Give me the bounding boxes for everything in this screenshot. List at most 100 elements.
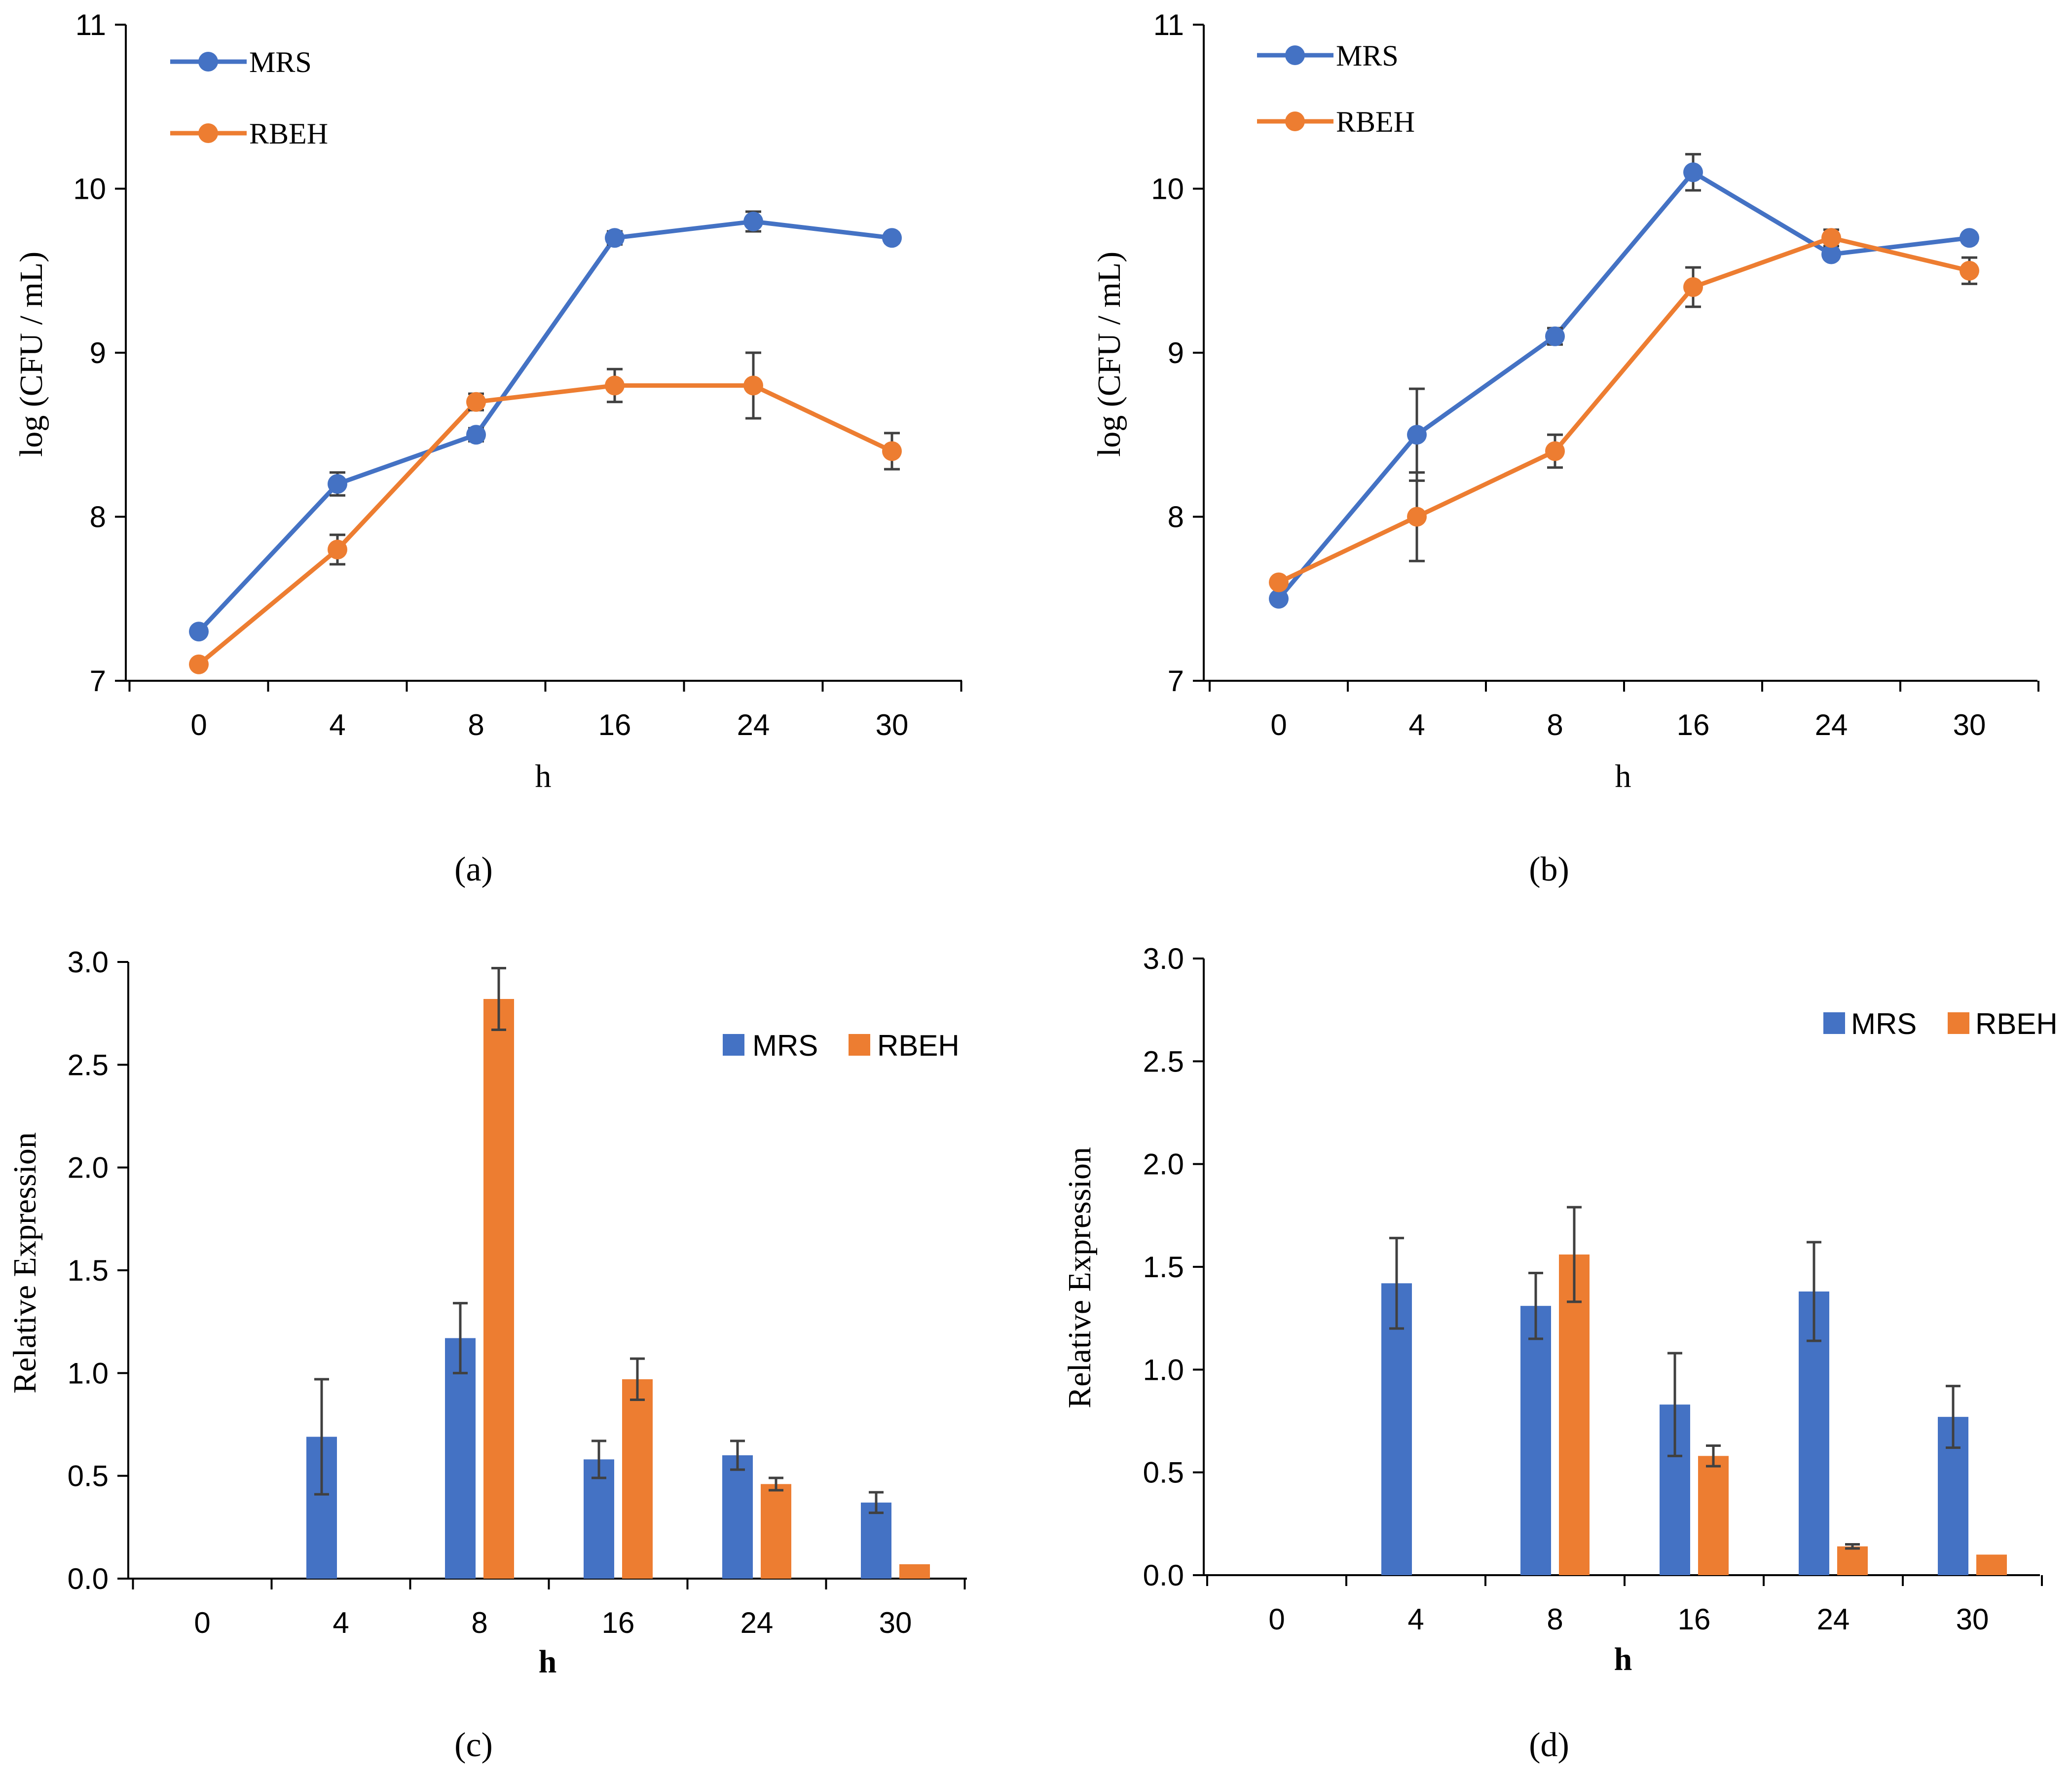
panel-d-y-tick-label: 0.0	[1143, 1559, 1184, 1592]
panel-a-y-tick-label: 8	[90, 501, 106, 534]
legend-swatch-mrs	[723, 1034, 744, 1056]
panel-c-bar-rbeh	[899, 1564, 930, 1579]
legend-label-rbeh: RBEH	[249, 117, 328, 150]
panel-b-xlabel: h	[1615, 758, 1631, 794]
panel-c-x-tick-label: 4	[333, 1606, 349, 1639]
panel-a-point-mrs	[605, 228, 625, 248]
legend-label-mrs: MRS	[1851, 1007, 1917, 1040]
panel-a-point-mrs	[328, 474, 347, 494]
panel-c-bar-mrs	[584, 1459, 614, 1579]
panel-c-y-tick-label: 0.5	[68, 1460, 109, 1493]
panel-b-series-line-mrs	[1277, 170, 1970, 600]
panel-a-series-line-rbeh	[197, 383, 893, 666]
panel-d-x-tick-label: 8	[1547, 1603, 1563, 1636]
panel-b-point-rbeh	[1821, 228, 1841, 248]
panel-a-point-rbeh	[189, 654, 209, 674]
panel-d-bar-chart: Relative Expression h (d) MRS RBEH 0.0 0.…	[1062, 942, 2058, 1764]
panel-b-point-rbeh	[1960, 260, 1979, 281]
panel-c-bar-chart: Relative Expression h (c) MRS RBEH 0.0 0.…	[7, 946, 967, 1764]
panel-b-x-tick-label: 8	[1547, 708, 1563, 741]
panel-a-y-tick-label: 11	[75, 8, 106, 41]
panel-b-x-tick-label: 24	[1815, 708, 1848, 741]
panel-d-caption: (d)	[1529, 1726, 1569, 1764]
panel-c-y-tick-label: 1.5	[68, 1254, 109, 1287]
legend-swatch-mrs	[1823, 1012, 1845, 1034]
legend-marker-mrs	[198, 52, 218, 72]
panel-c-caption: (c)	[454, 1726, 493, 1764]
panel-b-point-rbeh	[1683, 277, 1703, 297]
panel-a-x-tick-label: 24	[737, 708, 770, 741]
panel-d-bar-rbeh	[1837, 1546, 1868, 1575]
panel-c-y-tick-label: 1.0	[68, 1357, 109, 1390]
panel-b-y-tick-label: 8	[1168, 501, 1184, 534]
panel-c-y-tick-label: 0.0	[68, 1562, 109, 1595]
panel-c-x-tick-label: 30	[879, 1606, 912, 1639]
panel-c-x-tick-label: 24	[740, 1606, 774, 1639]
panel-d-bar-mrs	[1381, 1283, 1412, 1575]
panel-a-point-mrs	[189, 622, 209, 642]
panel-b-x-tick-label: 0	[1270, 708, 1287, 741]
panel-d-bar-rbeh	[1698, 1456, 1729, 1575]
panel-d-bar-mrs	[1520, 1306, 1551, 1575]
panel-b-caption: (b)	[1529, 850, 1569, 888]
panel-a-x-tick-label: 8	[468, 708, 484, 741]
panel-a-x-tick-label: 4	[329, 708, 345, 741]
panel-c-x-tick-label: 8	[471, 1606, 487, 1639]
panel-a-point-mrs	[466, 425, 486, 445]
legend-label-rbeh: RBEH	[1975, 1007, 2058, 1040]
panel-a-point-mrs	[743, 212, 763, 231]
panel-b-point-mrs	[1269, 589, 1289, 609]
panel-c-bar-rbeh	[761, 1484, 791, 1579]
legend-label-rbeh: RBEH	[877, 1029, 960, 1062]
panel-c-y-tick-label: 2.0	[68, 1151, 109, 1184]
panel-a-ylabel: log (CFU / mL)	[13, 252, 49, 457]
panel-d-ylabel: Relative Expression	[1062, 1147, 1098, 1408]
panel-c-bar-mrs	[722, 1455, 753, 1579]
panel-a-y-tick-label: 7	[90, 664, 106, 698]
panel-d-y-tick-label: 2.0	[1143, 1148, 1184, 1181]
panel-b-y-tick-label: 10	[1151, 173, 1184, 206]
panel-b-x-tick-label: 16	[1677, 708, 1710, 741]
panel-d-xlabel: h	[1614, 1641, 1632, 1677]
panel-a-point-rbeh	[743, 375, 763, 396]
panel-b-point-mrs	[1407, 425, 1427, 445]
panel-b-y-tick-label: 7	[1168, 664, 1184, 698]
legend-marker-rbeh	[1285, 111, 1305, 131]
panel-d-bar-rbeh	[1976, 1554, 2007, 1575]
panel-a-x-tick-label: 0	[190, 708, 207, 741]
panel-c-bar-mrs	[445, 1338, 476, 1579]
panel-b-line-chart: log (CFU / mL) h (b) MRS RBEH 7 8 9 10 11 0 4 8…	[1091, 8, 2039, 888]
legend-marker-rbeh	[198, 123, 218, 143]
panel-a-line-chart: log (CFU / mL) h (a) MRS RBEH 7 8 9 10 11 0 4 8…	[13, 8, 962, 888]
legend-marker-mrs	[1285, 45, 1305, 65]
panel-c-y-tick-label: 3.0	[68, 946, 109, 979]
legend-label-mrs: MRS	[249, 46, 312, 78]
panel-a-y-tick-label: 10	[73, 173, 106, 206]
panel-c-ylabel: Relative Expression	[7, 1132, 43, 1394]
panel-c-bar-rbeh	[622, 1379, 653, 1579]
panel-b-ylabel: log (CFU / mL)	[1091, 252, 1127, 457]
panel-b-point-mrs	[1821, 244, 1841, 264]
panel-d-x-tick-label: 30	[1956, 1603, 1989, 1636]
panel-a-x-tick-label: 16	[598, 708, 631, 741]
panel-b-x-tick-label: 30	[1953, 708, 1986, 741]
panel-b-point-rbeh	[1407, 507, 1427, 527]
panel-d-y-tick-label: 1.0	[1143, 1353, 1184, 1386]
panel-a-point-rbeh	[466, 392, 486, 412]
panel-d-y-tick-label: 2.5	[1143, 1045, 1184, 1078]
panel-b-point-rbeh	[1545, 441, 1565, 461]
panel-b-series-line-rbeh	[1278, 235, 1970, 585]
panel-a-legend: MRS RBEH	[170, 46, 328, 150]
panel-b-x-tick-label: 4	[1408, 708, 1425, 741]
panel-b-y-tick-label: 11	[1153, 8, 1184, 41]
panel-a-series-line-mrs	[197, 219, 892, 633]
panel-d-x-tick-label: 24	[1817, 1603, 1850, 1636]
panel-d-legend: MRS RBEH	[1823, 1007, 2058, 1040]
panel-a-caption: (a)	[454, 850, 493, 888]
panel-b-legend: MRS RBEH	[1257, 39, 1415, 138]
panel-c-legend: MRS RBEH	[723, 1029, 960, 1062]
panel-a-point-rbeh	[882, 441, 902, 461]
panel-c-y-tick-label: 2.5	[68, 1048, 109, 1081]
panel-c-bar-mrs	[861, 1502, 891, 1579]
